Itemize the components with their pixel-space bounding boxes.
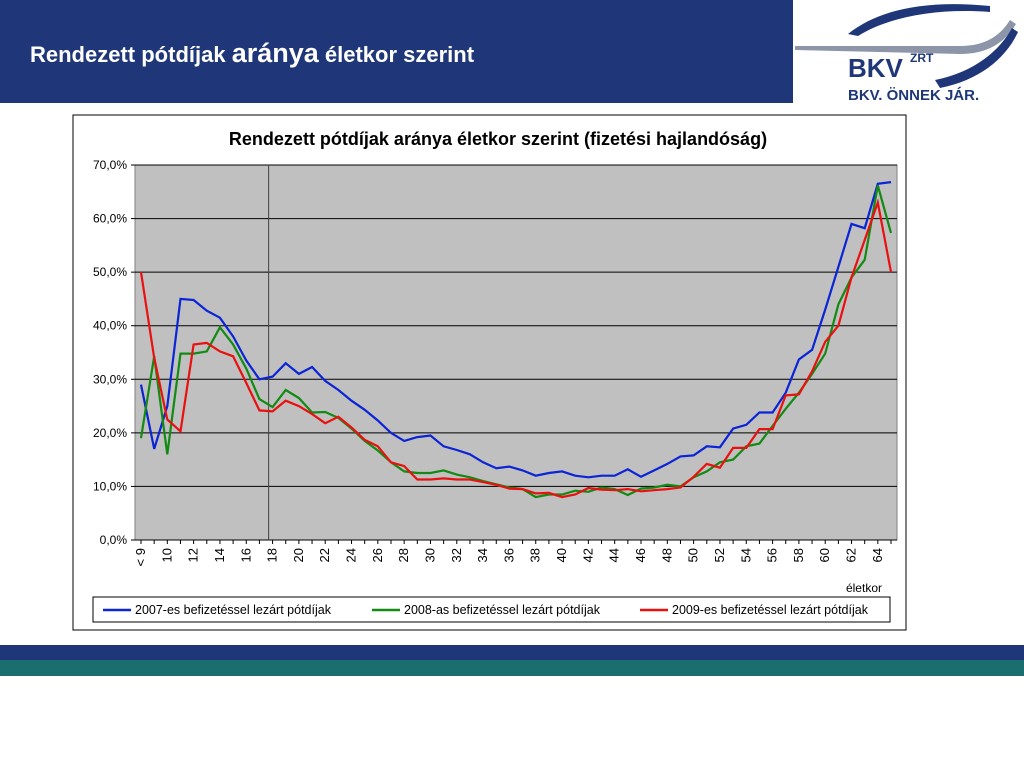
x-tick-label: 10 (159, 548, 174, 562)
y-tick-label: 70,0% (93, 158, 127, 172)
x-tick-label: 24 (344, 548, 359, 562)
chart-frame (72, 114, 907, 631)
x-tick-label: 64 (870, 548, 885, 562)
x-tick-label: 32 (449, 548, 464, 562)
chart-title: Rendezett pótdíjak aránya életkor szerin… (229, 129, 767, 149)
title-part: életkor szerint (318, 42, 475, 67)
x-tick-label: 36 (501, 548, 516, 562)
x-tick-label: 12 (186, 548, 201, 562)
x-tick-label: 48 (659, 548, 674, 562)
y-tick-label: 30,0% (93, 372, 127, 386)
x-tick-label: 56 (765, 548, 780, 562)
footer-stripe (0, 660, 1024, 676)
title-part: Rendezett pótdíjak (30, 42, 232, 67)
x-tick-label: 34 (475, 548, 490, 562)
y-tick-label: 20,0% (93, 426, 127, 440)
y-tick-label: 0,0% (100, 533, 128, 547)
logo-swoosh (935, 28, 1018, 88)
logo-text: BKV (848, 53, 904, 83)
legend-label: 2009-es befizetéssel lezárt pótdíjak (672, 603, 869, 617)
series-line (139, 185, 893, 499)
x-tick-label: 60 (817, 548, 832, 562)
logo: BKV ZRT BKV. ÖNNEK JÁR. (795, 4, 1018, 104)
y-tick-label: 10,0% (93, 479, 127, 493)
x-tick-label: 44 (607, 548, 622, 562)
y-tick-label: 60,0% (93, 212, 127, 226)
x-tick-label: 50 (686, 548, 701, 562)
x-tick-label: 42 (580, 548, 595, 562)
x-axis-label: életkor (846, 581, 882, 595)
x-tick-label: 54 (738, 548, 753, 562)
x-tick-label: 16 (238, 548, 253, 562)
x-tick-label: 14 (212, 548, 227, 562)
x-tick-label: 20 (291, 548, 306, 562)
logo-swoosh (848, 4, 990, 36)
x-tick-label: 46 (633, 548, 648, 562)
x-tick-label: < 9 (133, 548, 148, 566)
y-tick-label: 40,0% (93, 319, 127, 333)
legend (92, 596, 891, 623)
x-tick-label: 38 (528, 548, 543, 562)
slogan: BKV. ÖNNEK JÁR. (848, 87, 979, 104)
y-tick-label: 50,0% (93, 265, 127, 279)
x-tick-label: 18 (265, 548, 280, 562)
legend-label: 2007-es befizetéssel lezárt pótdíjak (135, 603, 332, 617)
series-line (139, 198, 893, 499)
footer-stripe (0, 645, 1024, 660)
series-line (139, 181, 892, 479)
x-tick-label: 52 (712, 548, 727, 562)
x-tick-label: 22 (317, 548, 332, 562)
x-tick-label: 58 (791, 548, 806, 562)
legend-label: 2008-as befizetéssel lezárt pótdíjak (404, 603, 601, 617)
x-tick-label: 62 (844, 548, 859, 562)
plot-area (134, 164, 898, 541)
logo-swoosh (795, 20, 1016, 54)
slide-title: Rendezett pótdíjak aránya életkor szerin… (30, 38, 474, 69)
title-part: aránya (231, 38, 319, 68)
header-band: Rendezett pótdíjak aránya életkor szerin… (0, 0, 793, 103)
x-tick-label: 30 (422, 548, 437, 562)
logo-sup: ZRT (910, 51, 934, 65)
x-tick-label: 28 (396, 548, 411, 562)
x-tick-label: 26 (370, 548, 385, 562)
x-tick-label: 40 (554, 548, 569, 562)
